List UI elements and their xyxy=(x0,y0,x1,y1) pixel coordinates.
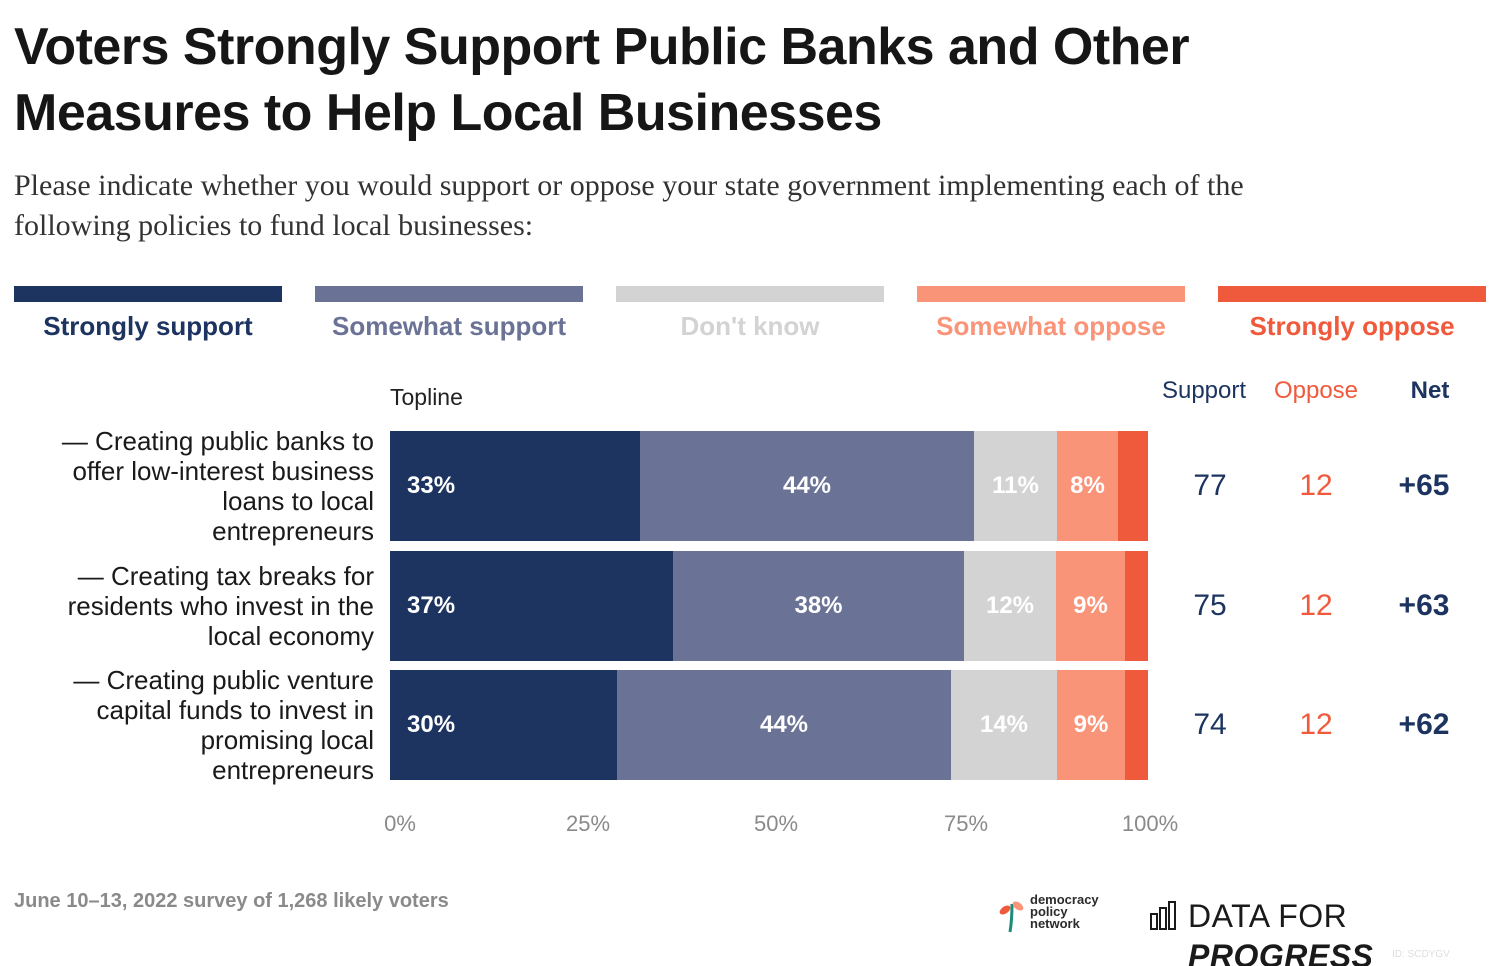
dpn-line-1: democracy xyxy=(1030,892,1099,907)
bar-segment-somewhat-support xyxy=(673,551,964,661)
dfp-prefix: DATA FOR xyxy=(1188,898,1348,934)
bar-segment-strongly-support xyxy=(390,670,617,780)
data-label: 12% xyxy=(985,592,1035,619)
category-label-line: — Creating public venture xyxy=(73,665,374,695)
legend-label-somewhat-support: Somewhat support xyxy=(331,311,566,341)
legend-swatch-strongly-oppose xyxy=(1218,286,1486,302)
net-value: +65 xyxy=(1398,469,1450,502)
category-label-line: entrepreneurs xyxy=(212,516,374,546)
legend-label-strongly-oppose: Strongly oppose xyxy=(1249,311,1455,341)
x-tick-label: 25% xyxy=(565,811,611,836)
bar-segment-strongly-support xyxy=(390,551,673,661)
category-label-line: — Creating public banks to xyxy=(61,426,374,456)
bar-segment-somewhat-oppose xyxy=(1057,670,1125,780)
oppose-value: 12 xyxy=(1299,469,1333,502)
chart-title: Voters Strongly Support Public Banks and… xyxy=(14,14,1414,146)
x-tick-label: 75% xyxy=(943,811,989,836)
support-value: 77 xyxy=(1193,469,1227,502)
category-label-line: — Creating tax breaks for xyxy=(77,561,374,591)
category-label-line: loans to local xyxy=(222,486,374,516)
bar-segment-strongly-oppose xyxy=(1125,551,1148,661)
dfp-emphasis: PROGRESS xyxy=(1188,938,1374,966)
subtitle-line-1: Please indicate whether you would suppor… xyxy=(14,169,1244,202)
chart-id: ID: SCDYGV xyxy=(1392,949,1450,960)
stacked-bar: 37% 38% 12% 9% xyxy=(390,551,1148,661)
category-label-line: capital funds to invest in xyxy=(96,695,375,725)
data-label: 30% xyxy=(407,711,456,738)
support-value: 75 xyxy=(1193,589,1227,622)
support-value: 74 xyxy=(1193,708,1227,741)
net-column-header: Net xyxy=(1410,377,1450,404)
democracy-policy-network-logo: democracy policy network xyxy=(1030,892,1099,931)
legend-label-somewhat-oppose: Somewhat oppose xyxy=(936,311,1166,341)
data-label: 33% xyxy=(407,472,456,499)
data-label: 37% xyxy=(407,592,456,619)
bar-segment-dont-know xyxy=(951,670,1057,780)
data-label: 38% xyxy=(794,592,843,619)
bar-segment-somewhat-support xyxy=(617,670,951,780)
democracy-policy-network-logo-icon xyxy=(999,901,1024,933)
bar-segment-somewhat-support xyxy=(640,431,974,541)
title-line-1: Voters Strongly Support Public Banks and… xyxy=(14,18,1190,76)
bar-segment-dont-know xyxy=(964,551,1056,661)
category-label-line: entrepreneurs xyxy=(212,755,374,785)
category-label-line: residents who invest in the xyxy=(67,591,374,621)
legend-swatch-somewhat-oppose xyxy=(917,286,1185,302)
data-label: 44% xyxy=(759,711,809,738)
data-label: 9% xyxy=(1073,592,1108,619)
bar-segment-somewhat-oppose xyxy=(1056,551,1125,661)
bar-segment-strongly-support xyxy=(390,431,640,541)
category-label-line: promising local xyxy=(200,725,374,755)
net-value: +62 xyxy=(1398,708,1450,741)
category-label: — Creating public banks to offer low-inte… xyxy=(0,426,374,546)
net-value: +63 xyxy=(1398,589,1450,622)
data-label: 14% xyxy=(979,711,1029,738)
legend-swatch-strongly-support xyxy=(14,286,282,302)
data-label: 9% xyxy=(1073,711,1109,738)
category-label-line: local economy xyxy=(207,621,374,651)
category-label: — Creating public venture capital funds t… xyxy=(0,665,374,785)
topline-label: Topline xyxy=(390,384,463,410)
x-tick-label: 100% xyxy=(1121,811,1179,836)
survey-footnote: June 10–13, 2022 survey of 1,268 likely … xyxy=(14,890,449,912)
bar-segment-somewhat-oppose xyxy=(1057,431,1118,541)
dpn-line-3: network xyxy=(1030,916,1080,931)
data-label: 8% xyxy=(1070,472,1105,499)
bar-chart-logo-icon xyxy=(1150,901,1176,930)
x-tick-label: 50% xyxy=(753,811,799,836)
support-column-header: Support xyxy=(1161,377,1247,404)
category-label-line: offer low-interest business xyxy=(72,456,374,486)
bar-segment-strongly-oppose xyxy=(1125,670,1148,780)
subtitle-line-2: following policies to fund local busines… xyxy=(14,209,534,242)
data-label: 11% xyxy=(992,472,1039,499)
category-label: — Creating tax breaks for residents who i… xyxy=(0,561,374,651)
oppose-column-header: Oppose xyxy=(1273,377,1359,404)
dpn-line-2: policy xyxy=(1030,904,1068,919)
oppose-value: 12 xyxy=(1299,708,1333,741)
stacked-bar: 33% 44% 11% 8% xyxy=(390,431,1148,541)
oppose-value: 12 xyxy=(1299,589,1333,622)
data-label: 44% xyxy=(782,472,832,499)
legend-label-strongly-support: Strongly support xyxy=(43,311,253,341)
legend-swatch-dont-know xyxy=(616,286,884,302)
x-tick-label: 0% xyxy=(384,811,416,836)
data-for-progress-logo: DATA FOR PROGRESS xyxy=(1188,896,1500,966)
legend-swatch-somewhat-support xyxy=(315,286,583,302)
legend-label-dont-know: Don't know xyxy=(680,311,820,341)
bar-segment-dont-know xyxy=(974,431,1057,541)
title-line-2: Measures to Help Local Businesses xyxy=(14,84,882,142)
stacked-bar: 30% 44% 14% 9% xyxy=(390,670,1148,780)
chart-subtitle: Please indicate whether you would suppor… xyxy=(14,166,1494,246)
bar-segment-strongly-oppose xyxy=(1118,431,1148,541)
